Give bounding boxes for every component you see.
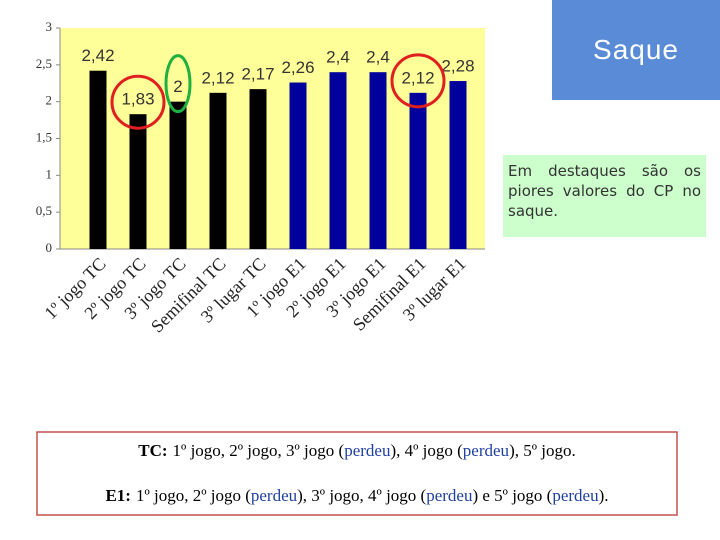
value-label: 2,26 — [281, 58, 314, 77]
highlight-text: perdeu — [426, 486, 473, 505]
bar — [129, 114, 147, 249]
summary-text: ), 3º jogo, 4º jogo ( — [297, 486, 426, 505]
summary-text: 1º jogo, 2º jogo ( — [136, 486, 251, 505]
note: Em destaques são os piores valores do CP… — [503, 155, 706, 237]
value-label: 2,42 — [81, 46, 114, 65]
value-label: 2 — [173, 77, 182, 96]
value-label: 2,12 — [401, 68, 434, 87]
value-label: 1,83 — [121, 90, 154, 109]
highlight-text: perdeu — [552, 486, 599, 505]
highlight-text: perdeu — [251, 486, 298, 505]
highlight-circle — [390, 53, 446, 109]
bar — [89, 70, 107, 249]
highlight-text: perdeu — [463, 441, 510, 460]
slide-title: Saque — [552, 0, 720, 100]
y-tick-label: 0 — [46, 240, 53, 255]
y-tick-label: 1 — [46, 166, 53, 181]
y-tick-label: 1,5 — [36, 129, 52, 144]
value-label: 2,4 — [366, 48, 390, 67]
value-label: 2,28 — [441, 57, 474, 76]
value-label: 2,17 — [241, 65, 274, 84]
bar — [289, 82, 307, 249]
bar — [409, 92, 427, 250]
summary-text: ), 5º jogo. — [509, 441, 576, 460]
bar — [329, 72, 347, 249]
bar — [449, 81, 467, 249]
y-tick-label: 0,5 — [36, 203, 52, 218]
summary-line: E1: 1º jogo, 2º jogo (perdeu), 3º jogo, 4… — [105, 486, 608, 505]
highlight-ellipse — [164, 54, 192, 114]
summary-text: 1º jogo, 2º jogo, 3º jogo ( — [173, 441, 345, 460]
y-tick-label: 2 — [46, 93, 53, 108]
summary-text: ), 4º jogo ( — [390, 441, 463, 460]
highlight-text: perdeu — [344, 441, 391, 460]
bar — [169, 101, 187, 250]
summary-box — [36, 431, 678, 516]
summary-label: E1: — [105, 486, 131, 505]
summary-line: TC: 1º jogo, 2º jogo, 3º jogo (perdeu), 4… — [138, 441, 575, 460]
bar — [369, 72, 387, 249]
bar — [209, 92, 227, 250]
highlight-circle — [110, 74, 166, 130]
summary-text: ) e 5º jogo ( — [472, 486, 552, 505]
y-tick-label: 2,5 — [36, 56, 52, 71]
summary-text: ). — [599, 486, 609, 505]
y-tick-label: 3 — [46, 19, 53, 34]
summary-label: TC: — [138, 441, 167, 460]
value-label: 2,12 — [201, 68, 234, 87]
bar — [249, 89, 267, 249]
value-label: 2,4 — [326, 48, 350, 67]
